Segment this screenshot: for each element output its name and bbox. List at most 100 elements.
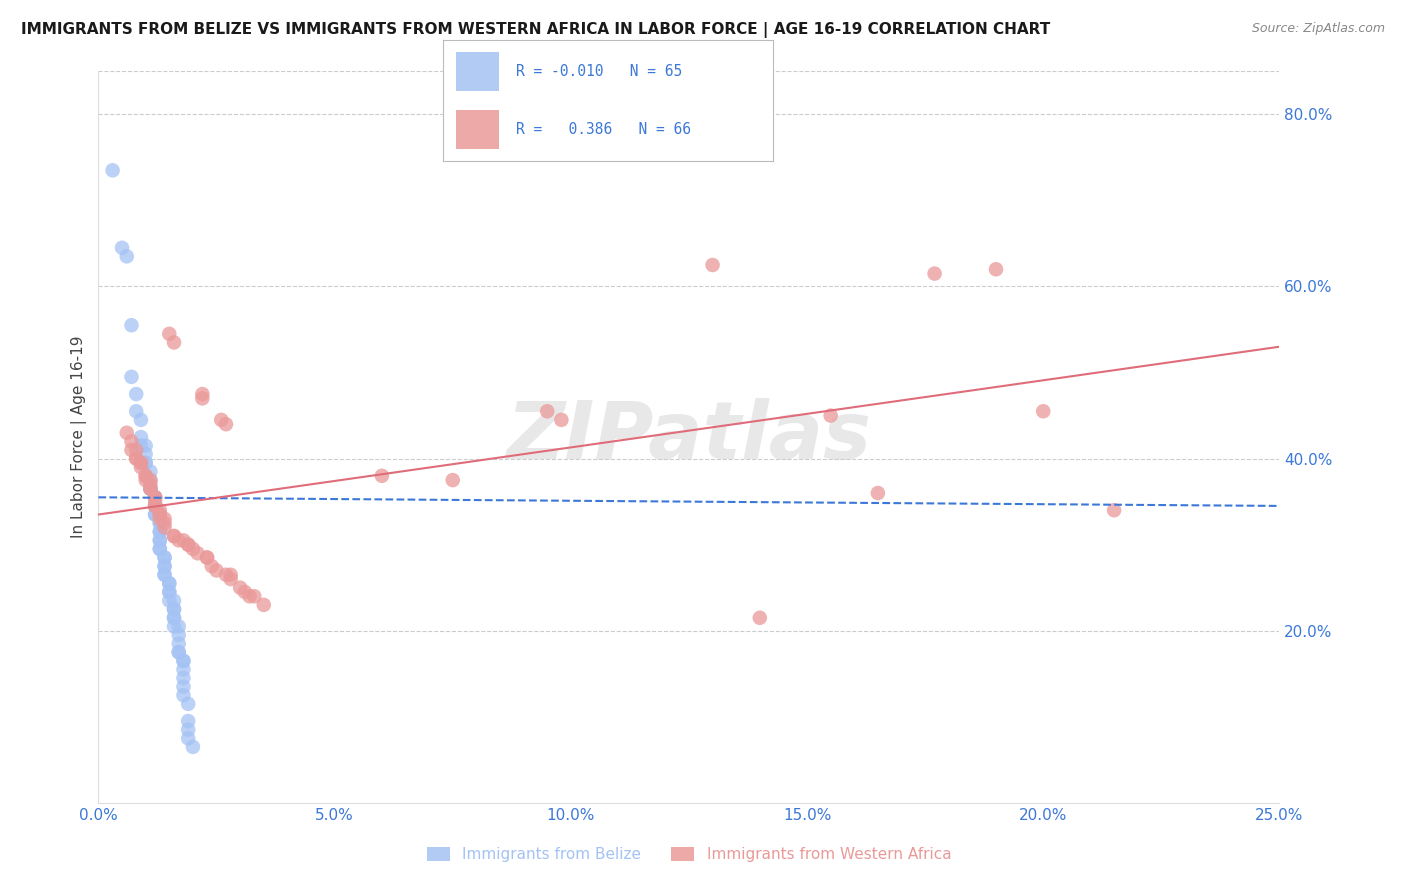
- Point: [143, 499, 166, 513]
- Point: [125, 404, 148, 418]
- Point: [181, 739, 204, 754]
- Point: [866, 486, 889, 500]
- Point: [215, 417, 238, 432]
- Point: [233, 585, 256, 599]
- Point: [149, 524, 172, 539]
- Point: [163, 335, 186, 350]
- Point: [143, 508, 166, 522]
- Point: [149, 516, 172, 530]
- Point: [243, 589, 266, 603]
- Point: [143, 499, 166, 513]
- Point: [143, 491, 166, 505]
- Text: R = -0.010   N = 65: R = -0.010 N = 65: [516, 64, 682, 79]
- Point: [984, 262, 1007, 277]
- Point: [163, 619, 186, 633]
- Point: [139, 477, 162, 491]
- Point: [172, 654, 194, 668]
- Point: [125, 451, 148, 466]
- Point: [153, 567, 176, 582]
- Point: [229, 581, 252, 595]
- Point: [149, 541, 172, 556]
- Point: [149, 503, 172, 517]
- Point: [163, 593, 186, 607]
- Point: [139, 473, 162, 487]
- Legend: Immigrants from Belize, Immigrants from Western Africa: Immigrants from Belize, Immigrants from …: [420, 841, 957, 868]
- Point: [181, 541, 204, 556]
- Point: [125, 442, 148, 457]
- Point: [149, 516, 172, 530]
- Point: [163, 611, 186, 625]
- Point: [121, 369, 143, 384]
- Point: [205, 564, 228, 578]
- Point: [153, 559, 176, 574]
- Point: [441, 473, 464, 487]
- Point: [129, 430, 152, 444]
- Point: [748, 611, 770, 625]
- Point: [135, 439, 157, 453]
- Point: [239, 589, 262, 603]
- Point: [125, 451, 148, 466]
- Point: [121, 318, 143, 333]
- Point: [153, 550, 176, 565]
- Point: [135, 468, 157, 483]
- Point: [163, 611, 186, 625]
- Point: [167, 645, 190, 659]
- Point: [201, 559, 224, 574]
- Point: [121, 442, 143, 457]
- Point: [149, 524, 172, 539]
- Point: [121, 434, 143, 449]
- Point: [149, 533, 172, 548]
- Point: [139, 482, 162, 496]
- Point: [177, 731, 200, 746]
- Point: [153, 567, 176, 582]
- Text: Source: ZipAtlas.com: Source: ZipAtlas.com: [1251, 22, 1385, 36]
- Point: [157, 576, 180, 591]
- Point: [135, 456, 157, 470]
- Point: [149, 541, 172, 556]
- Point: [172, 688, 194, 702]
- Point: [209, 413, 232, 427]
- Point: [177, 697, 200, 711]
- Point: [177, 714, 200, 728]
- Point: [115, 425, 138, 440]
- Point: [115, 249, 138, 263]
- Point: [143, 499, 166, 513]
- Point: [157, 585, 180, 599]
- Y-axis label: In Labor Force | Age 16-19: In Labor Force | Age 16-19: [72, 335, 87, 539]
- Point: [167, 619, 190, 633]
- Point: [163, 529, 186, 543]
- Point: [149, 508, 172, 522]
- Point: [167, 645, 190, 659]
- Point: [820, 409, 842, 423]
- Point: [135, 468, 157, 483]
- Point: [195, 550, 218, 565]
- Point: [139, 482, 162, 496]
- Point: [191, 392, 214, 406]
- Point: [149, 533, 172, 548]
- Point: [143, 491, 166, 505]
- Text: R =   0.386   N = 66: R = 0.386 N = 66: [516, 121, 690, 136]
- Point: [157, 576, 180, 591]
- Point: [702, 258, 724, 272]
- Point: [153, 520, 176, 534]
- Point: [924, 267, 946, 281]
- Point: [187, 546, 209, 560]
- Point: [149, 512, 172, 526]
- Point: [163, 602, 186, 616]
- Point: [172, 654, 194, 668]
- Point: [153, 559, 176, 574]
- Point: [177, 538, 200, 552]
- Point: [172, 671, 194, 685]
- Point: [139, 482, 162, 496]
- Point: [550, 413, 572, 427]
- Point: [536, 404, 558, 418]
- Point: [135, 447, 157, 461]
- Point: [129, 460, 152, 475]
- Bar: [456, 52, 499, 91]
- Point: [153, 550, 176, 565]
- Point: [143, 494, 166, 508]
- Point: [139, 473, 162, 487]
- Point: [215, 567, 238, 582]
- Point: [139, 482, 162, 496]
- Point: [1102, 503, 1125, 517]
